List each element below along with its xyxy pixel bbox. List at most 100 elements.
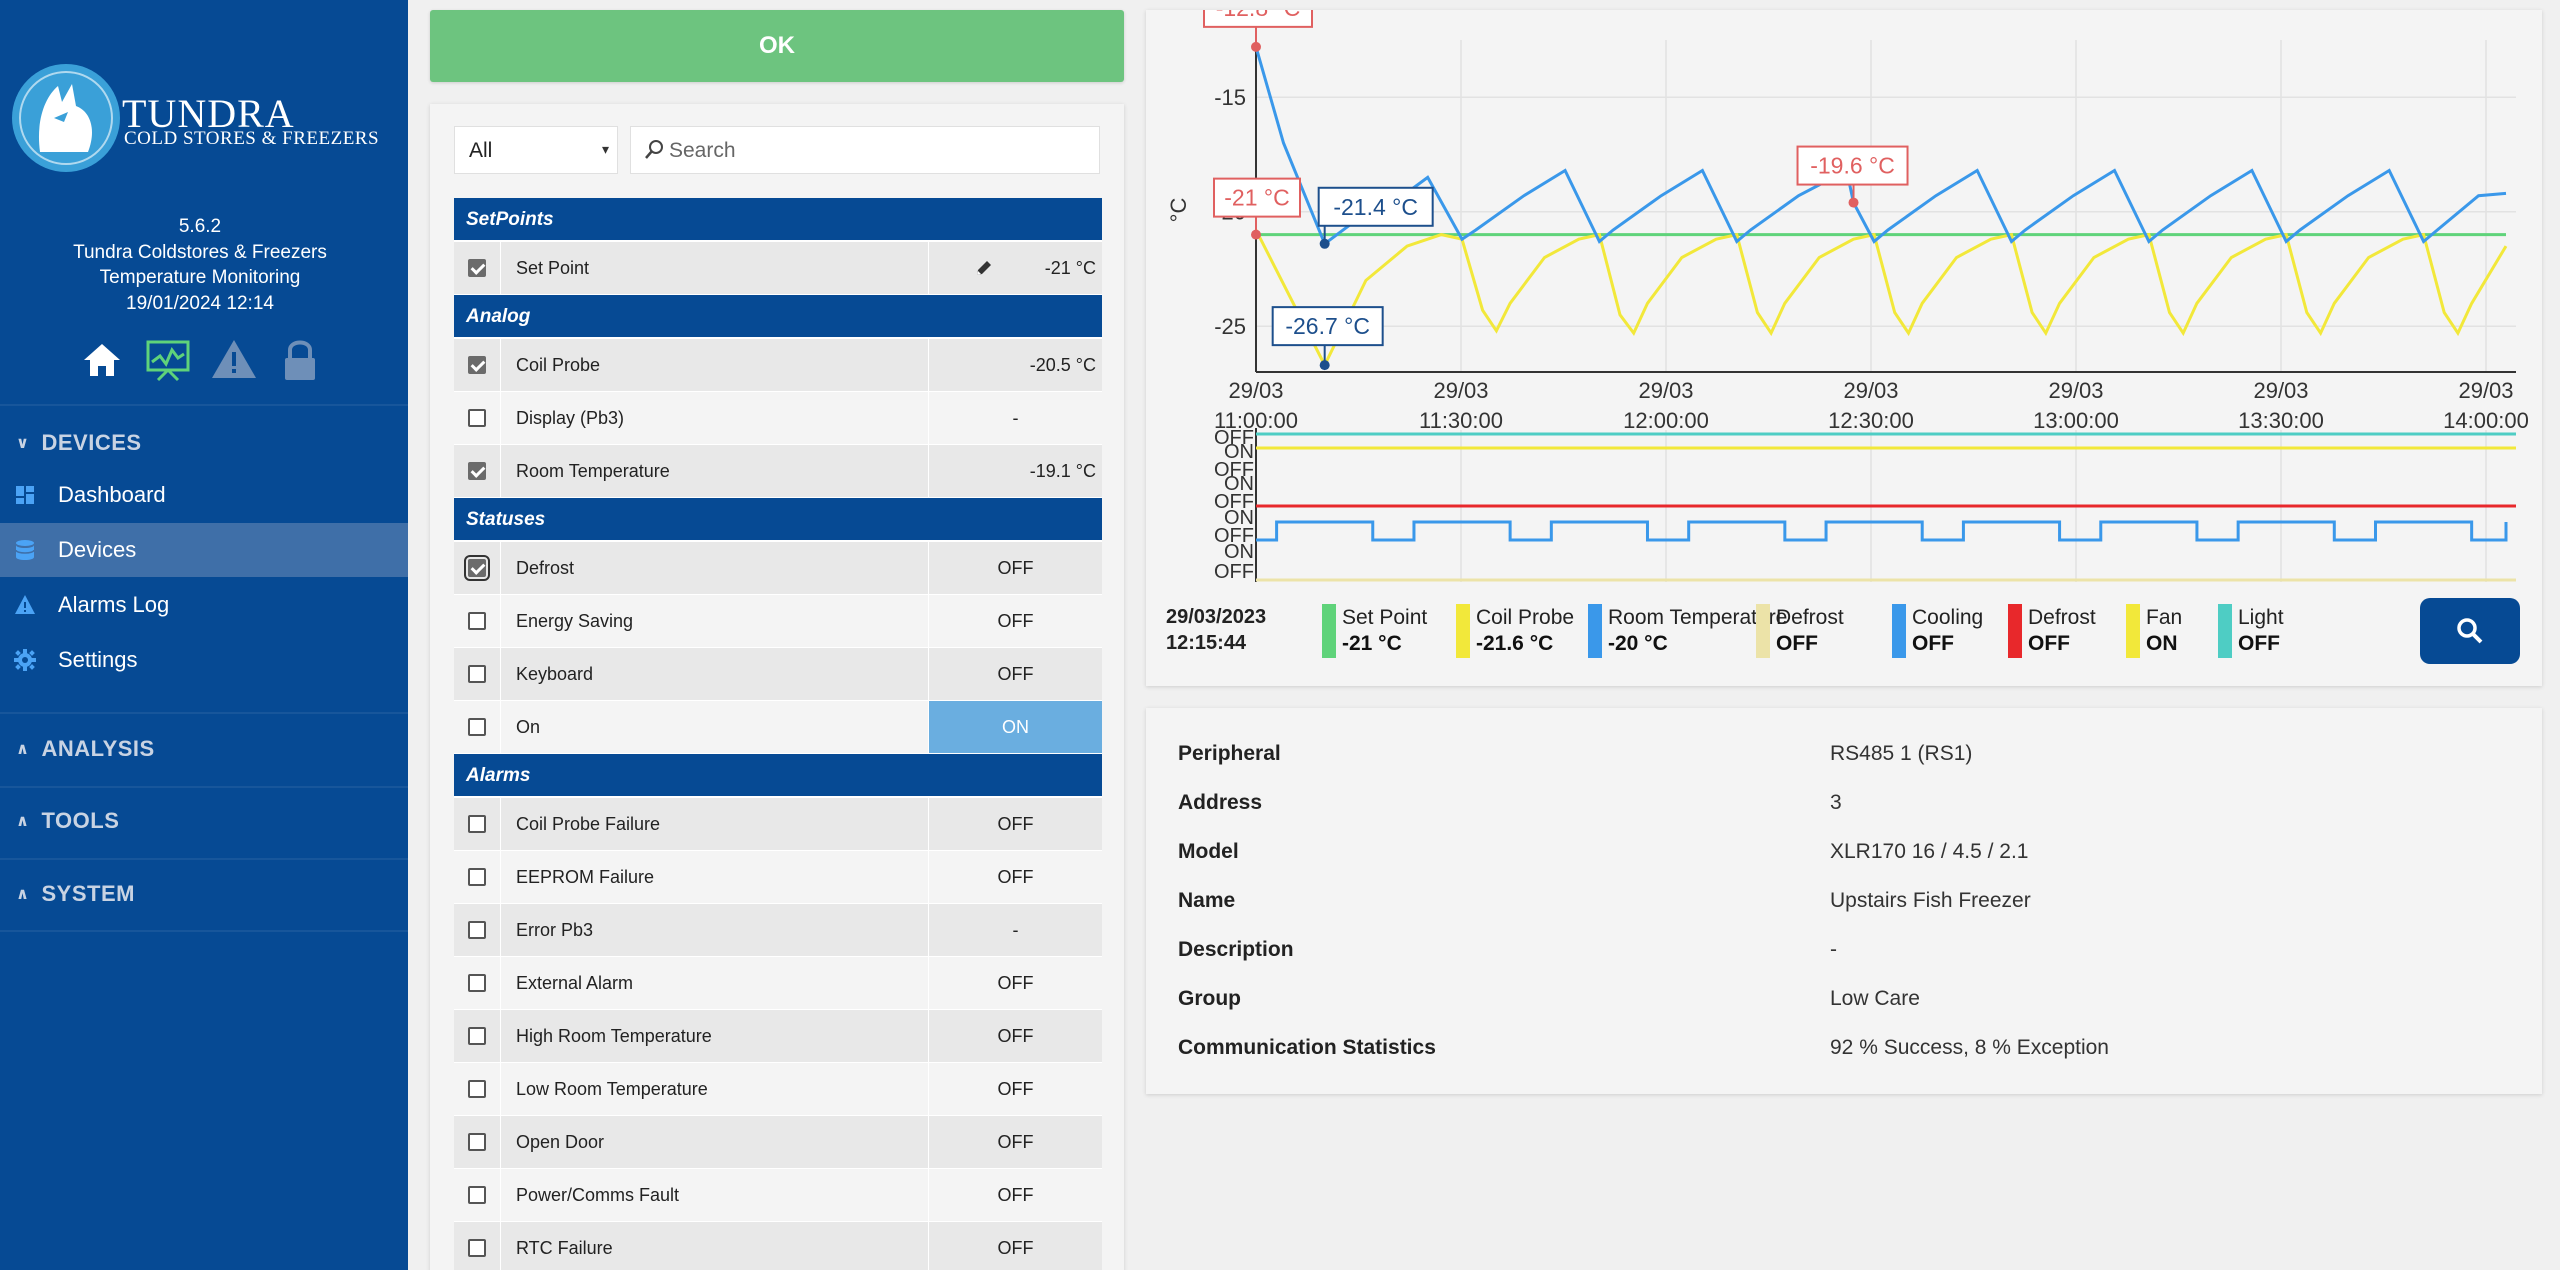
group-header-setpoints: SetPoints xyxy=(454,198,1102,242)
legend-item-value: -21.6 °C xyxy=(1476,632,1554,655)
info-key: Description xyxy=(1178,938,1294,961)
row-checkbox[interactable] xyxy=(468,974,486,992)
filter-selected-value: All xyxy=(469,139,493,162)
row-checkbox[interactable] xyxy=(468,921,486,939)
info-key: Address xyxy=(1178,791,1263,814)
chart-legend: 29/03/2023 12:15:44 Set Point -21 °C Coil … xyxy=(1166,604,2426,664)
info-key: Name xyxy=(1178,889,1236,912)
row-name: EEPROM Failure xyxy=(516,867,655,887)
section-devices[interactable]: ∨ DEVICES xyxy=(16,430,142,455)
group-header-analog: Analog xyxy=(454,295,1102,339)
row-checkbox[interactable] xyxy=(468,1239,486,1257)
annotation-label: -21.4 °C xyxy=(1333,194,1418,220)
row-checkbox[interactable] xyxy=(468,409,486,427)
nav-item-devices[interactable]: Devices xyxy=(0,523,408,577)
x-tick-date: 29/03 xyxy=(1843,378,1898,403)
row-name: Defrost xyxy=(516,558,575,578)
table-row: High Room Temperature OFF xyxy=(454,1010,1102,1063)
nav-item-alarms-log[interactable]: Alarms Log xyxy=(0,578,408,632)
annotation-label: -12.8 °C xyxy=(1216,10,1301,21)
info-value: Upstairs Fish Freezer xyxy=(1830,889,2031,912)
filter-select[interactable]: All ▾ xyxy=(454,126,618,174)
row-checkbox[interactable] xyxy=(464,555,490,581)
table-row: Open Door OFF xyxy=(454,1116,1102,1169)
sidebar: TUNDRA COLD STORES & FREEZERS 5.6.2 Tund… xyxy=(0,0,408,1270)
row-value: OFF xyxy=(997,973,1034,993)
chart-search-button[interactable] xyxy=(2420,598,2520,664)
row-value: -20.5 °C xyxy=(1029,355,1096,375)
parameter-panel: All ▾ SetPoints Set Point -21 °C Analog … xyxy=(430,104,1124,1270)
row-checkbox[interactable] xyxy=(468,259,486,277)
chevron-up-icon: ∧ xyxy=(16,813,30,830)
lock-icon[interactable] xyxy=(276,336,324,384)
info-row: Model XLR170 16 / 4.5 / 2.1 xyxy=(1178,840,2518,880)
status-tick-label: OFF xyxy=(1214,525,1254,547)
row-checkbox[interactable] xyxy=(468,612,486,630)
row-checkbox[interactable] xyxy=(468,1186,486,1204)
search-icon xyxy=(645,140,663,159)
section-system[interactable]: ∧ SYSTEM xyxy=(16,881,135,906)
home-icon[interactable] xyxy=(78,336,126,384)
info-row: Description - xyxy=(1178,938,2518,978)
info-key: Peripheral xyxy=(1178,742,1281,765)
row-name: External Alarm xyxy=(516,973,634,993)
annotation-label: -26.7 °C xyxy=(1285,313,1370,339)
section-tools[interactable]: ∧ TOOLS xyxy=(16,808,120,833)
legend-color-swatch xyxy=(2008,604,2022,658)
legend-color-swatch xyxy=(1322,604,1336,658)
parameter-table: SetPoints Set Point -21 °C Analog Coil P… xyxy=(454,198,1102,1270)
nav-divider xyxy=(0,712,408,714)
table-row: Display (Pb3) - xyxy=(454,392,1102,445)
x-tick-date: 29/03 xyxy=(2048,378,2103,403)
pencil-icon[interactable] xyxy=(974,258,994,278)
row-checkbox[interactable] xyxy=(468,868,486,886)
x-tick-date: 29/03 xyxy=(2253,378,2308,403)
row-name: Room Temperature xyxy=(516,461,670,481)
info-key: Model xyxy=(1178,840,1239,863)
row-name: Coil Probe xyxy=(516,355,601,375)
status-toggle-on[interactable]: ON xyxy=(929,701,1102,753)
annotation-box xyxy=(1317,186,1434,227)
table-row: RTC Failure OFF xyxy=(454,1222,1102,1270)
monitor-chart-icon[interactable] xyxy=(144,336,192,384)
warning-icon[interactable] xyxy=(210,336,258,384)
legend-item-name: Cooling xyxy=(1912,606,1984,629)
system-info: 5.6.2 Tundra Coldstores & Freezers Tempe… xyxy=(0,214,400,316)
info-key: Communication Statistics xyxy=(1178,1036,1436,1059)
row-checkbox[interactable] xyxy=(468,356,486,374)
status-tick-label: OFF xyxy=(1214,459,1254,481)
search-input[interactable] xyxy=(669,135,1089,167)
row-checkbox[interactable] xyxy=(468,665,486,683)
table-row: Error Pb3 - xyxy=(454,904,1102,957)
table-row: Coil Probe Failure OFF xyxy=(454,798,1102,851)
row-checkbox[interactable] xyxy=(468,718,486,736)
chart-panel: 29/03 11:00:00 29/03 11:30:00 29/03 12:00:00 2… xyxy=(1146,10,2542,686)
ok-button[interactable]: OK xyxy=(430,10,1124,82)
legend-item-name: Defrost xyxy=(2028,606,2096,629)
section-analysis[interactable]: ∧ ANALYSIS xyxy=(16,736,155,761)
status-tick-label: OFF xyxy=(1214,491,1254,513)
tundra-logo xyxy=(12,64,120,172)
annotation-label: -21 °C xyxy=(1224,185,1289,211)
x-tick-date: 29/03 xyxy=(1638,378,1693,403)
row-checkbox[interactable] xyxy=(468,1027,486,1045)
device-info-panel: Peripheral RS485 1 (RS1) Address 3 Model XLR1… xyxy=(1146,708,2542,1094)
row-name: RTC Failure xyxy=(516,1238,613,1258)
nav-item-dashboard[interactable]: Dashboard xyxy=(0,468,408,522)
nav-item-settings[interactable]: Settings xyxy=(0,633,408,687)
search-box[interactable] xyxy=(630,126,1100,174)
legend-color-swatch xyxy=(1892,604,1906,658)
x-tick-time: 12:00:00 xyxy=(1623,408,1709,433)
row-checkbox[interactable] xyxy=(468,1133,486,1151)
info-row: Name Upstairs Fish Freezer xyxy=(1178,889,2518,929)
row-name: On xyxy=(516,717,541,737)
table-row: Room Temperature -19.1 °C xyxy=(454,445,1102,498)
row-checkbox[interactable] xyxy=(468,462,486,480)
table-row: External Alarm OFF xyxy=(454,957,1102,1010)
group-header-statuses: Statuses xyxy=(454,498,1102,542)
nav-item-label: Alarms Log xyxy=(58,592,170,617)
row-checkbox[interactable] xyxy=(468,1080,486,1098)
table-row: EEPROM Failure OFF xyxy=(454,851,1102,904)
nav-divider xyxy=(0,786,408,788)
row-checkbox[interactable] xyxy=(468,815,486,833)
